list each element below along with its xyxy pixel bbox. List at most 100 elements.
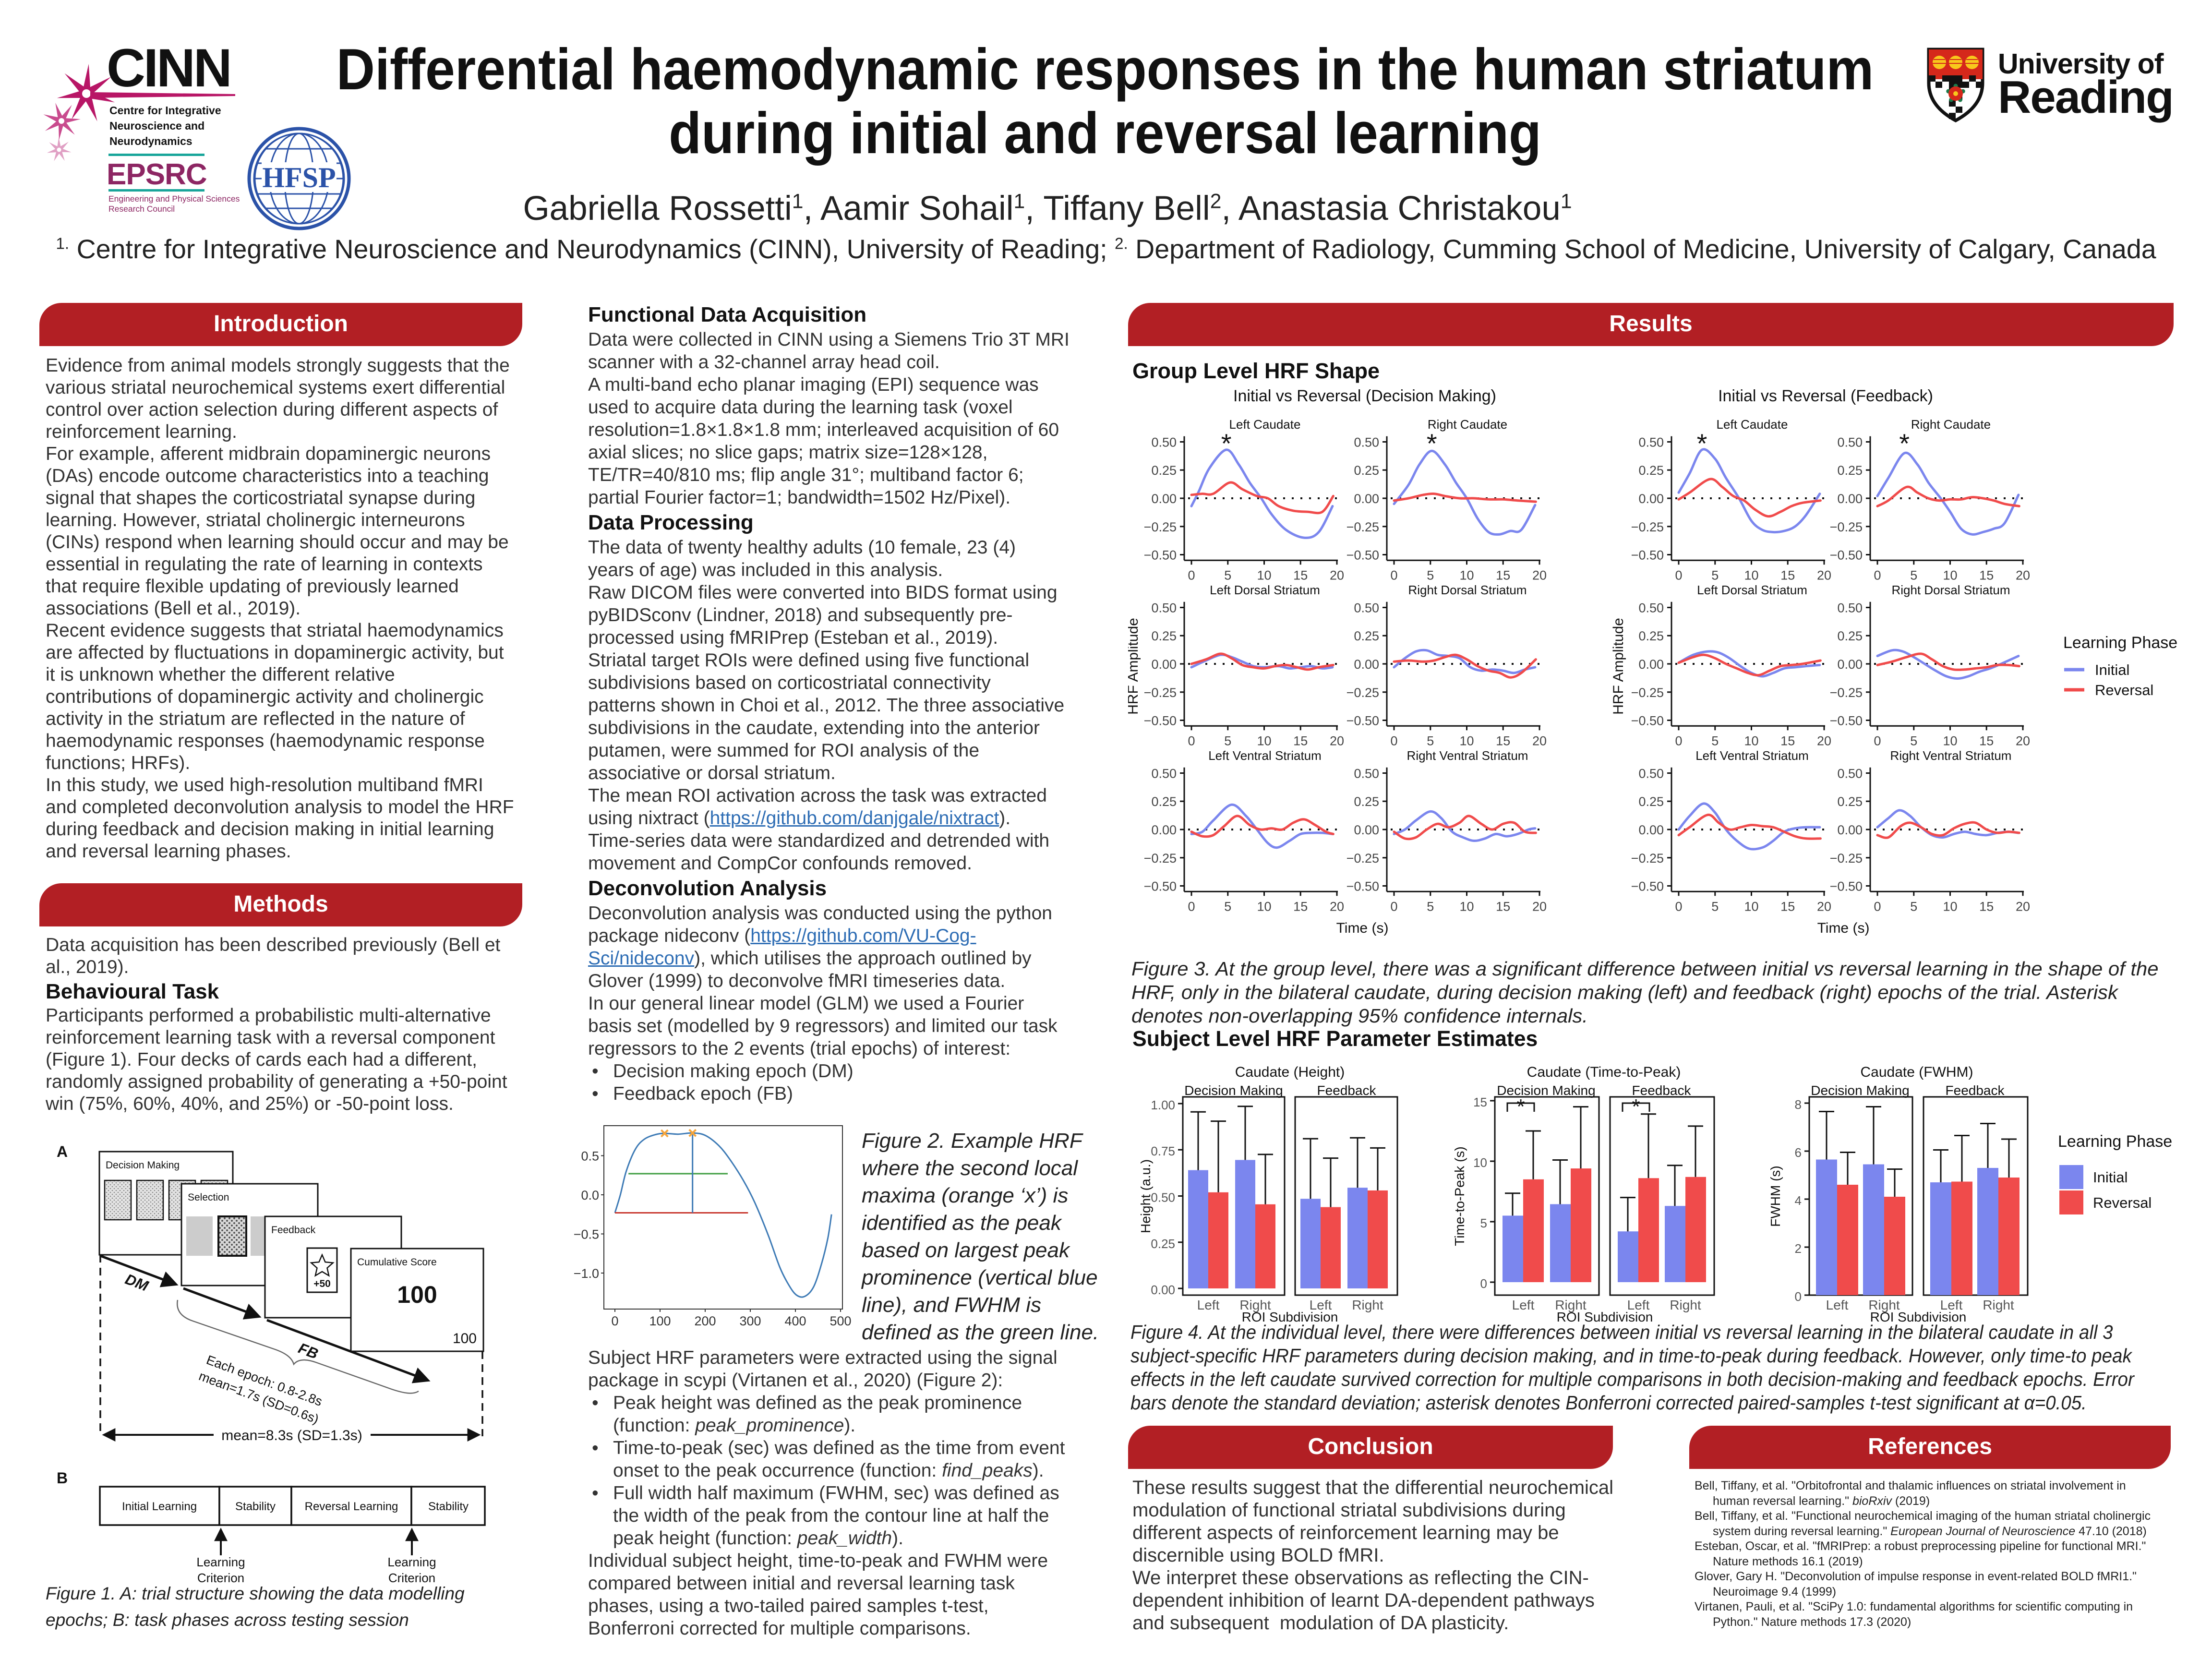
svg-text:Initial: Initial — [2095, 661, 2129, 678]
svg-text:0.00: 0.00 — [1837, 657, 1863, 672]
svg-text:0: 0 — [1675, 733, 1682, 748]
svg-text:0: 0 — [1390, 568, 1397, 582]
svg-text:0.50: 0.50 — [1837, 435, 1863, 450]
svg-text:20: 20 — [2016, 899, 2030, 914]
svg-text:5: 5 — [1427, 733, 1434, 748]
svg-text:15: 15 — [1780, 568, 1795, 582]
svg-text:−0.50: −0.50 — [1144, 879, 1177, 894]
svg-text:0.00: 0.00 — [1354, 492, 1379, 506]
svg-text:15: 15 — [1496, 733, 1510, 748]
svg-text:−0.50: −0.50 — [1144, 714, 1177, 728]
svg-text:20: 20 — [1532, 568, 1547, 582]
svg-text:15: 15 — [1979, 733, 1994, 748]
svg-text:Cumulative Score: Cumulative Score — [357, 1257, 437, 1268]
svg-text:−0.50: −0.50 — [1830, 714, 1863, 728]
svg-text:Centre for Integrative: Centre for Integrative — [109, 104, 221, 117]
svg-text:5: 5 — [1224, 733, 1231, 748]
svg-text:0: 0 — [1874, 733, 1881, 748]
svg-text:Right Caudate: Right Caudate — [1428, 417, 1507, 432]
svg-text:Time-to-Peak (s): Time-to-Peak (s) — [1452, 1146, 1467, 1246]
svg-text:−0.25: −0.25 — [1144, 520, 1177, 534]
svg-text:ROI Subdivision: ROI Subdivision — [1870, 1310, 1967, 1324]
svg-text:10: 10 — [1744, 899, 1758, 914]
svg-text:Right Dorsal Striatum: Right Dorsal Striatum — [1408, 583, 1527, 597]
svg-text:100: 100 — [649, 1314, 671, 1328]
svg-text:0: 0 — [611, 1314, 618, 1328]
svg-text:5: 5 — [1711, 899, 1719, 914]
svg-text:20: 20 — [1817, 899, 1831, 914]
svg-text:mean=8.3s (SD=1.3s): mean=8.3s (SD=1.3s) — [221, 1428, 362, 1443]
svg-text:Left: Left — [1512, 1298, 1535, 1312]
svg-text:Learning: Learning — [196, 1555, 245, 1569]
svg-text:10: 10 — [1459, 733, 1474, 748]
svg-text:15: 15 — [1293, 899, 1308, 914]
svg-text:Initial vs Reversal (Decision: Initial vs Reversal (Decision Making) — [1233, 387, 1496, 405]
svg-text:10: 10 — [1459, 568, 1474, 582]
svg-text:5: 5 — [1224, 899, 1231, 914]
svg-text:Criterion: Criterion — [197, 1571, 244, 1585]
svg-text:Initial: Initial — [2093, 1169, 2128, 1186]
svg-text:Caudate (Height): Caudate (Height) — [1235, 1064, 1345, 1080]
svg-text:5: 5 — [1711, 568, 1719, 582]
svg-text:0: 0 — [1390, 899, 1397, 914]
svg-text:10: 10 — [1744, 733, 1758, 748]
svg-text:ROI Subdivision: ROI Subdivision — [1557, 1310, 1653, 1324]
svg-text:0.00: 0.00 — [1151, 492, 1177, 506]
svg-text:0.00: 0.00 — [1151, 1283, 1175, 1297]
svg-text:0: 0 — [1188, 568, 1195, 582]
svg-text:0.0: 0.0 — [581, 1188, 599, 1202]
svg-text:HFSP: HFSP — [262, 162, 336, 193]
svg-text:−0.50: −0.50 — [1631, 548, 1664, 563]
svg-text:Reversal Learning: Reversal Learning — [305, 1500, 398, 1513]
svg-text:*: * — [1899, 428, 1910, 458]
svg-text:0.50: 0.50 — [1837, 601, 1863, 615]
svg-text:0.50: 0.50 — [1354, 601, 1379, 615]
svg-text:0.50: 0.50 — [1151, 601, 1177, 615]
svg-text:*: * — [1516, 1095, 1525, 1118]
svg-text:10: 10 — [1744, 568, 1758, 582]
svg-text:0.50: 0.50 — [1638, 601, 1664, 615]
svg-text:0: 0 — [1390, 733, 1397, 748]
svg-text:−1.0: −1.0 — [574, 1266, 599, 1281]
svg-text:Feedback: Feedback — [271, 1225, 316, 1236]
svg-text:20: 20 — [1817, 568, 1831, 582]
svg-text:20: 20 — [1330, 568, 1344, 582]
svg-text:+50: +50 — [313, 1278, 331, 1289]
svg-text:−0.50: −0.50 — [1346, 548, 1379, 563]
svg-text:0.00: 0.00 — [1354, 657, 1379, 672]
svg-text:Right: Right — [1352, 1298, 1383, 1312]
svg-text:15: 15 — [1496, 899, 1510, 914]
svg-text:400: 400 — [784, 1314, 806, 1328]
svg-text:HRF Amplitude: HRF Amplitude — [1611, 618, 1626, 715]
svg-text:Decision Making: Decision Making — [1811, 1083, 1909, 1098]
svg-text:−0.25: −0.25 — [1631, 520, 1664, 534]
svg-text:Right Ventral Striatum: Right Ventral Striatum — [1407, 748, 1528, 763]
svg-text:0.5: 0.5 — [581, 1149, 599, 1164]
svg-text:0.50: 0.50 — [1354, 767, 1379, 781]
svg-text:8: 8 — [1795, 1097, 1802, 1112]
svg-text:*: * — [1632, 1095, 1640, 1118]
svg-text:Right: Right — [1670, 1298, 1701, 1312]
svg-text:Right Ventral Striatum: Right Ventral Striatum — [1890, 748, 2012, 763]
svg-text:Left Dorsal Striatum: Left Dorsal Striatum — [1697, 583, 1807, 597]
svg-text:−0.50: −0.50 — [1346, 879, 1379, 894]
svg-text:0.00: 0.00 — [1151, 657, 1177, 672]
svg-text:−0.50: −0.50 — [1631, 714, 1664, 728]
svg-text:−0.50: −0.50 — [1631, 879, 1664, 894]
svg-text:Criterion: Criterion — [388, 1571, 435, 1585]
svg-text:20: 20 — [2016, 568, 2030, 582]
svg-text:Left Dorsal Striatum: Left Dorsal Striatum — [1210, 583, 1320, 597]
svg-text:HRF Amplitude: HRF Amplitude — [1128, 618, 1141, 715]
svg-text:10: 10 — [1459, 899, 1474, 914]
svg-text:FB: FB — [296, 1340, 321, 1362]
svg-text:100: 100 — [397, 1281, 437, 1308]
svg-text:Right Caudate: Right Caudate — [1911, 417, 1991, 432]
svg-text:0: 0 — [1795, 1289, 1802, 1304]
svg-text:FWHM (s): FWHM (s) — [1768, 1166, 1783, 1227]
svg-text:Engineering and Physical Scien: Engineering and Physical Sciences — [108, 194, 240, 204]
svg-text:0.25: 0.25 — [1638, 629, 1664, 643]
svg-text:0.00: 0.00 — [1151, 823, 1177, 837]
svg-text:0.25: 0.25 — [1151, 629, 1177, 643]
svg-text:*: * — [1221, 428, 1232, 458]
svg-text:0: 0 — [1675, 568, 1682, 582]
